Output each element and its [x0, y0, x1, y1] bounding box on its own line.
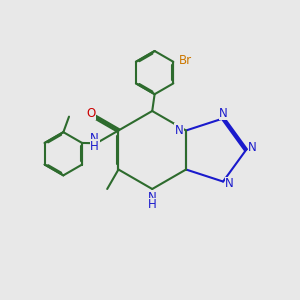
Text: N: N [148, 191, 157, 204]
Text: N: N [90, 132, 99, 145]
Text: H: H [148, 198, 157, 211]
Text: Br: Br [179, 54, 193, 67]
Text: N: N [175, 124, 184, 137]
Text: H: H [90, 140, 99, 153]
Text: N: N [225, 178, 234, 190]
Text: O: O [86, 107, 95, 120]
Text: N: N [248, 141, 257, 154]
Text: N: N [219, 106, 228, 119]
